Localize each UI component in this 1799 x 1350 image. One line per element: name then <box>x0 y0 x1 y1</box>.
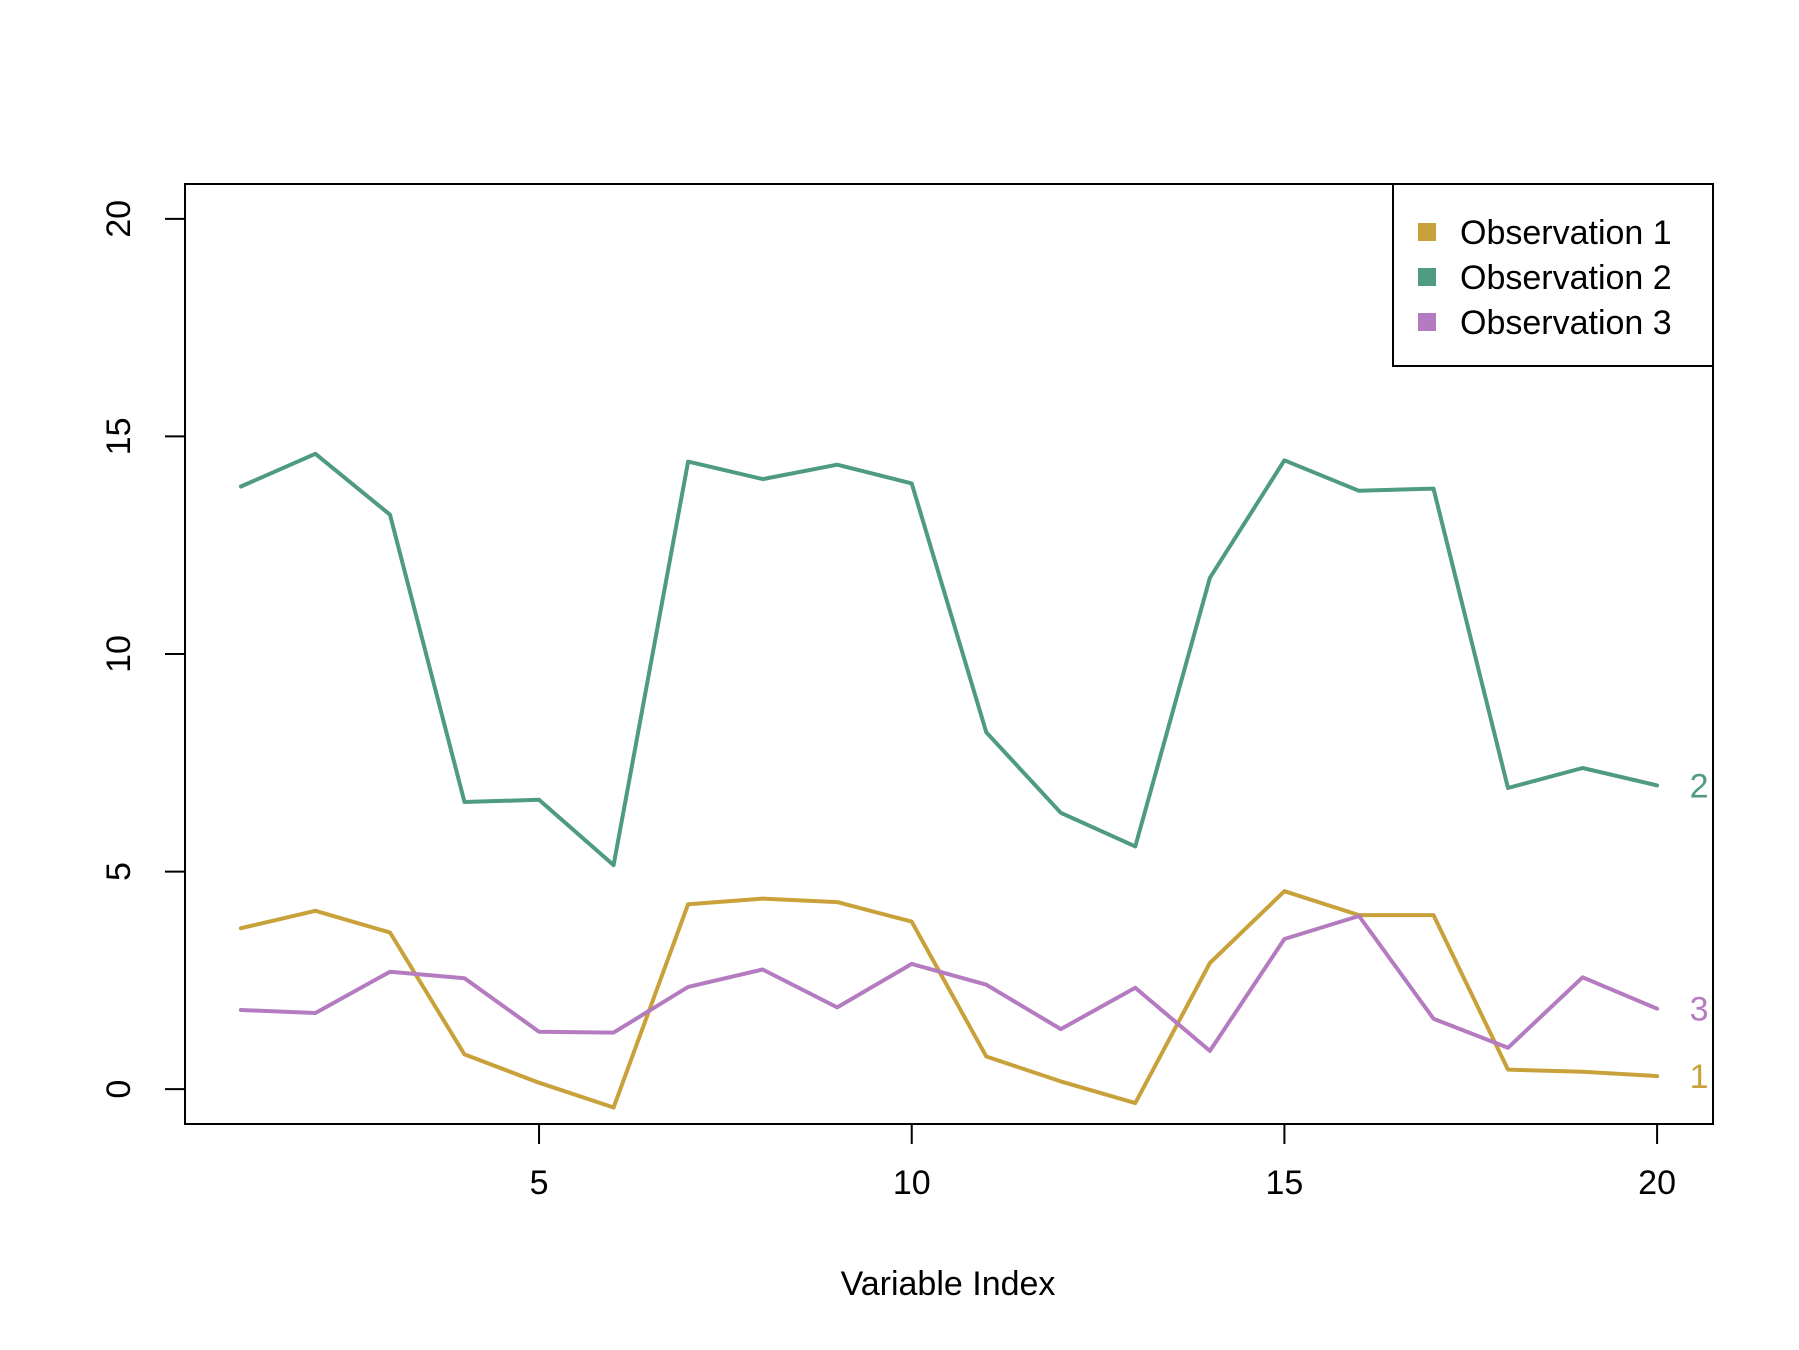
legend-swatch-1 <box>1418 223 1436 241</box>
series-lines <box>238 451 1660 1110</box>
series-line-3 <box>238 914 1660 1053</box>
end-label-2: 2 <box>1690 767 1709 805</box>
y-tick-label: 20 <box>100 200 138 238</box>
series-line-2 <box>238 451 1660 868</box>
end-label-1: 1 <box>1690 1058 1709 1096</box>
end-label-3: 3 <box>1690 991 1709 1029</box>
y-axis: 0 5 10 15 20 <box>100 200 186 1099</box>
legend: Observation 1 Observation 2 Observation 3 <box>1392 183 1714 367</box>
series-end-labels: 1 2 3 <box>1690 767 1709 1096</box>
x-tick-label: 15 <box>1266 1164 1304 1202</box>
x-tick-label: 10 <box>893 1164 931 1202</box>
x-axis-label: Variable Index <box>841 1265 1056 1303</box>
legend-label-3: Observation 3 <box>1460 304 1672 342</box>
y-tick-label: 5 <box>100 862 138 881</box>
x-axis: 5 10 15 20 <box>530 1123 1676 1202</box>
legend-swatch-2 <box>1418 268 1436 286</box>
y-tick-label: 10 <box>100 635 138 673</box>
x-tick-label: 20 <box>1638 1164 1676 1202</box>
y-tick-label: 15 <box>100 417 138 455</box>
x-tick-label: 5 <box>530 1164 549 1202</box>
series-line-1 <box>238 889 1660 1110</box>
legend-label-1: Observation 1 <box>1460 214 1672 252</box>
y-tick-label: 0 <box>100 1080 138 1099</box>
legend-label-2: Observation 2 <box>1460 259 1672 297</box>
legend-swatch-3 <box>1418 313 1436 331</box>
legend-box <box>1392 183 1714 367</box>
